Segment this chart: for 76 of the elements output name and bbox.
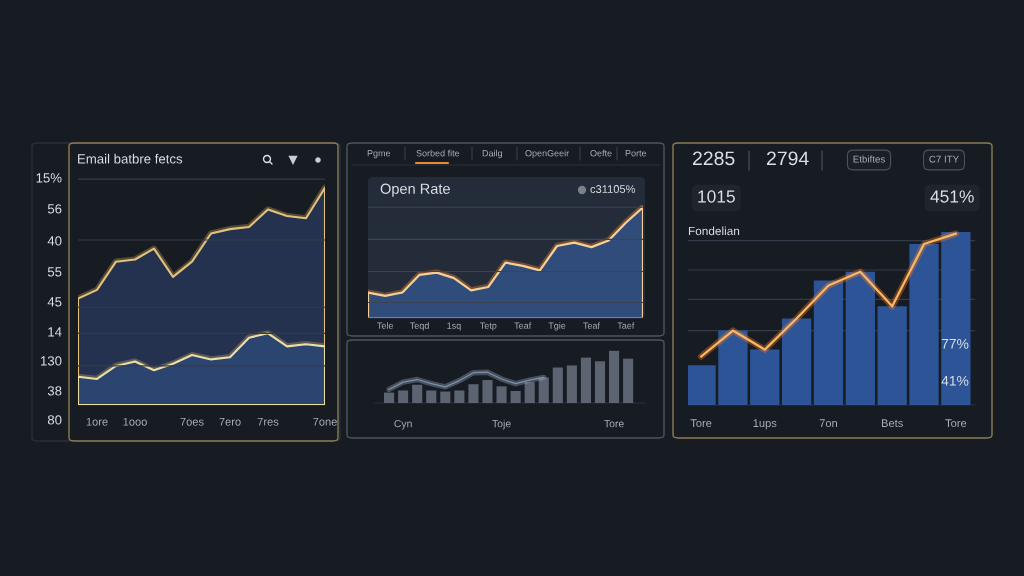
bar: [877, 306, 907, 405]
x-tick-label: Bets: [881, 419, 903, 428]
bar: [623, 358, 634, 403]
x-tick-label: 1ups: [753, 419, 777, 430]
bar: [750, 349, 780, 405]
x-tick-label: Tore: [945, 419, 967, 428]
x-tick-label: Taef: [617, 322, 635, 329]
text: 45: [47, 297, 62, 307]
annotation: 77%: [941, 338, 969, 349]
text: 40: [47, 236, 62, 246]
x-tick-label: Tore: [604, 420, 624, 428]
x-tick-label: 1ooo: [123, 417, 147, 426]
x-tick-label: Tore: [690, 419, 712, 428]
chart-title: Email batbre fetcs: [78, 153, 183, 164]
x-tick-label: Toje: [492, 419, 511, 430]
bar: [781, 318, 812, 405]
text: OpenGeeir: [525, 149, 570, 159]
bar: [384, 392, 395, 403]
text: 15%: [36, 173, 62, 183]
text: 1015: [698, 190, 735, 203]
bar: [845, 271, 875, 405]
text: Oefte: [590, 149, 612, 157]
x-tick-label: Tetp: [479, 322, 497, 331]
bar: [688, 365, 716, 405]
bar: [609, 350, 620, 403]
x-tick-label: Tgie: [548, 322, 566, 331]
text: Etbiftes: [853, 155, 885, 163]
bar: [510, 391, 521, 403]
bar: [440, 391, 451, 403]
bar: [454, 390, 465, 403]
x-tick-label: 7one: [313, 417, 337, 426]
bar: [718, 330, 748, 405]
text: Porte: [625, 150, 647, 157]
text: C7 ITY: [929, 155, 959, 163]
text: 130: [40, 356, 62, 366]
x-tick-label: 1ore: [86, 417, 108, 426]
x-tick-label: Cyn: [394, 419, 412, 430]
bar: [496, 386, 507, 403]
bar: [468, 384, 479, 403]
x-tick-label: Teqd: [409, 322, 429, 331]
bar: [941, 231, 971, 405]
x-tick-label: 7oes: [180, 417, 204, 426]
bar: [813, 280, 844, 405]
x-tick-label: 7res: [257, 417, 279, 426]
text: 80: [47, 415, 62, 425]
bar: [566, 365, 577, 403]
text: 451%: [930, 190, 974, 203]
bar: [552, 367, 563, 403]
bar: [580, 357, 591, 403]
bar: [909, 244, 939, 405]
x-tick-label: Tele: [377, 322, 394, 329]
x-tick-label: Teaf: [583, 322, 600, 329]
bar: [412, 384, 423, 403]
text: Dailg: [482, 149, 502, 159]
text: Sorbed fite: [416, 149, 460, 157]
x-tick-label: 7ero: [219, 417, 241, 426]
text: 2794: [766, 151, 809, 166]
bar: [482, 380, 493, 403]
text: c31105%: [590, 185, 636, 193]
text: 56: [47, 204, 62, 214]
x-tick-label: 1sq: [447, 322, 461, 331]
bar: [594, 361, 606, 403]
annotation: 41%: [941, 375, 969, 386]
bar: [426, 390, 437, 403]
bar: [398, 390, 409, 403]
text: 38: [47, 386, 62, 396]
text: 14: [48, 327, 62, 337]
x-tick-label: 7on: [819, 419, 838, 428]
text: 2285: [692, 151, 735, 166]
text: 55: [47, 267, 62, 277]
text: Pgme: [367, 150, 391, 159]
chart-title: Fondelian: [688, 226, 740, 236]
bar: [524, 382, 535, 403]
chart-title: Open Rate: [380, 183, 450, 197]
bar: [538, 377, 549, 403]
x-tick-label: Teaf: [514, 322, 532, 329]
